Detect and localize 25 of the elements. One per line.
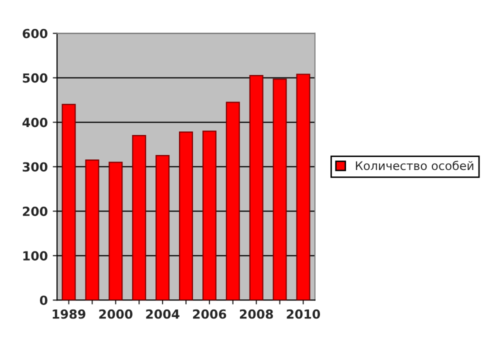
- x-tick-label: 2000: [99, 309, 132, 319]
- bar: [226, 102, 240, 300]
- y-tick-label: 0: [40, 296, 48, 306]
- bar: [156, 155, 170, 300]
- y-tick-label: 400: [22, 118, 48, 128]
- x-tick-label: 2006: [193, 309, 226, 319]
- bar: [296, 74, 310, 300]
- x-tick-label: 2010: [286, 309, 320, 319]
- bar: [249, 75, 264, 300]
- y-tick-label: 500: [22, 73, 48, 83]
- bar: [132, 135, 146, 300]
- y-tick-label: 600: [22, 28, 48, 38]
- bar: [202, 130, 216, 300]
- bar: [62, 104, 76, 300]
- y-tick-label: 300: [22, 162, 48, 172]
- bar: [108, 162, 123, 300]
- y-tick-label: 100: [23, 251, 48, 261]
- x-tick-label: 2004: [146, 309, 180, 319]
- x-tick-label: 2008: [240, 309, 273, 319]
- y-tick-label: 200: [22, 206, 48, 216]
- bar: [85, 160, 100, 300]
- bar: [178, 131, 194, 300]
- bar: [272, 78, 287, 300]
- legend-label: Количество особей: [356, 160, 474, 170]
- x-tick-label: 1989: [52, 309, 86, 319]
